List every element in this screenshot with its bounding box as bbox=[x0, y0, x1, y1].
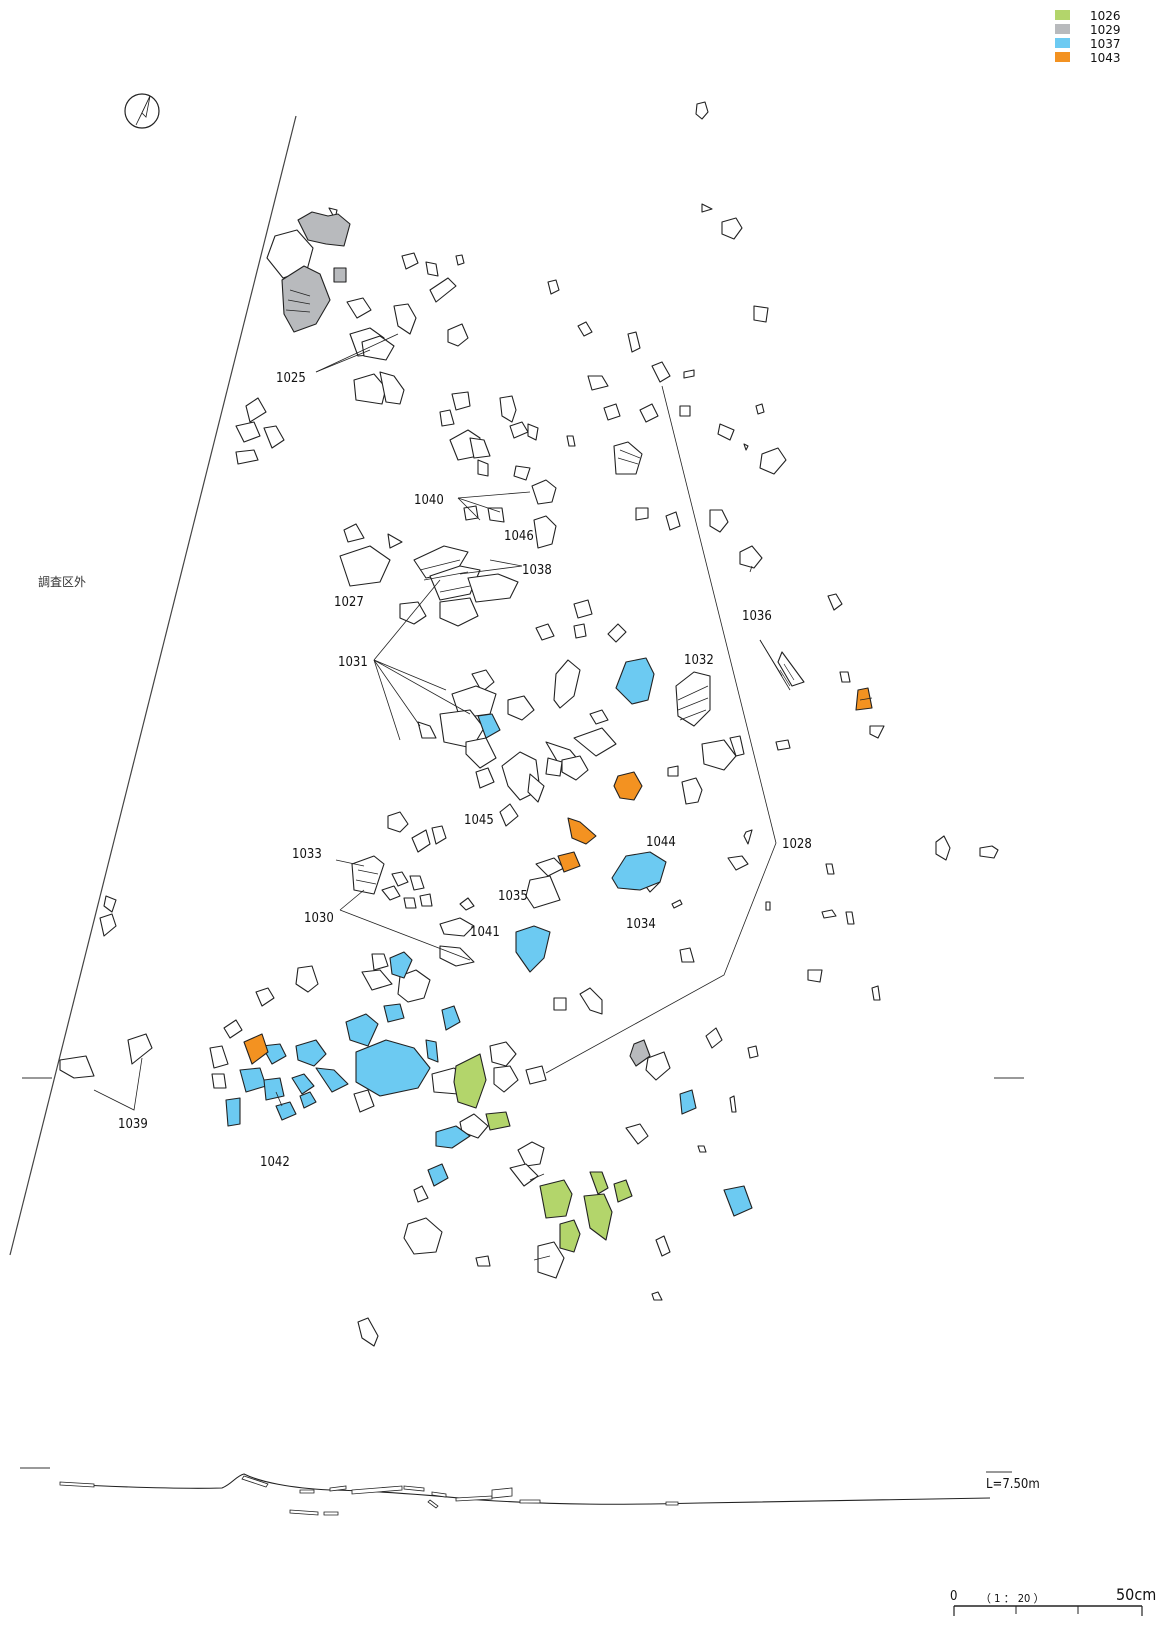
legend-swatch-1026 bbox=[1055, 10, 1070, 20]
label-1040: 1040 bbox=[414, 493, 444, 508]
label-1039: 1039 bbox=[118, 1117, 148, 1132]
survey-boundary-line bbox=[9, 115, 297, 1256]
sherds-1043 bbox=[243, 687, 873, 1065]
sherds-unclassified bbox=[59, 101, 999, 1347]
legend-label-1026: 1026 bbox=[1090, 9, 1121, 23]
section-profile: L=7.50m bbox=[20, 1467, 1040, 1516]
label-1028: 1028 bbox=[782, 837, 812, 852]
sherd-details bbox=[285, 289, 873, 1261]
label-1025: 1025 bbox=[276, 371, 306, 386]
legend-label-1029: 1029 bbox=[1090, 23, 1121, 37]
label-1042: 1042 bbox=[260, 1155, 290, 1170]
level-label: L=7.50m bbox=[986, 1477, 1040, 1492]
feature-labels: 1025 1027 1028 1030 1031 1032 1033 1034 … bbox=[118, 371, 812, 1170]
legend: 1026 1029 1037 1043 bbox=[1055, 9, 1121, 65]
survey-area-label: 調査区外 bbox=[38, 575, 86, 589]
label-1036: 1036 bbox=[742, 609, 772, 624]
scale-ratio: （ 1 ： 20 ） bbox=[980, 1592, 1044, 1605]
label-1032: 1032 bbox=[684, 653, 714, 668]
scale-bar: 0 （ 1 ： 20 ） 50cm bbox=[950, 1585, 1156, 1616]
label-1033: 1033 bbox=[292, 847, 322, 862]
label-1038: 1038 bbox=[522, 563, 552, 578]
north-arrow-icon bbox=[124, 93, 160, 129]
label-1046: 1046 bbox=[504, 529, 534, 544]
sherds-1026 bbox=[453, 1053, 633, 1253]
legend-swatch-1043 bbox=[1055, 52, 1070, 62]
sherds-1029 bbox=[281, 211, 651, 1067]
legend-label-1043: 1043 bbox=[1090, 51, 1121, 65]
legend-swatch-1029 bbox=[1055, 24, 1070, 34]
scale-zero: 0 bbox=[950, 1589, 957, 1604]
legend-label-1037: 1037 bbox=[1090, 37, 1121, 51]
leader-lines bbox=[93, 333, 791, 1111]
label-1030: 1030 bbox=[304, 911, 334, 926]
label-1045: 1045 bbox=[464, 813, 494, 828]
label-1031: 1031 bbox=[338, 655, 368, 670]
label-1041: 1041 bbox=[470, 925, 500, 940]
sherds-1037 bbox=[225, 657, 753, 1217]
label-1027: 1027 bbox=[334, 595, 364, 610]
label-1034: 1034 bbox=[626, 917, 656, 932]
feature-1028-outline bbox=[545, 385, 777, 1074]
scale-end: 50cm bbox=[1116, 1585, 1156, 1604]
label-1044: 1044 bbox=[646, 835, 676, 850]
legend-swatch-1037 bbox=[1055, 38, 1070, 48]
label-1035: 1035 bbox=[498, 889, 528, 904]
